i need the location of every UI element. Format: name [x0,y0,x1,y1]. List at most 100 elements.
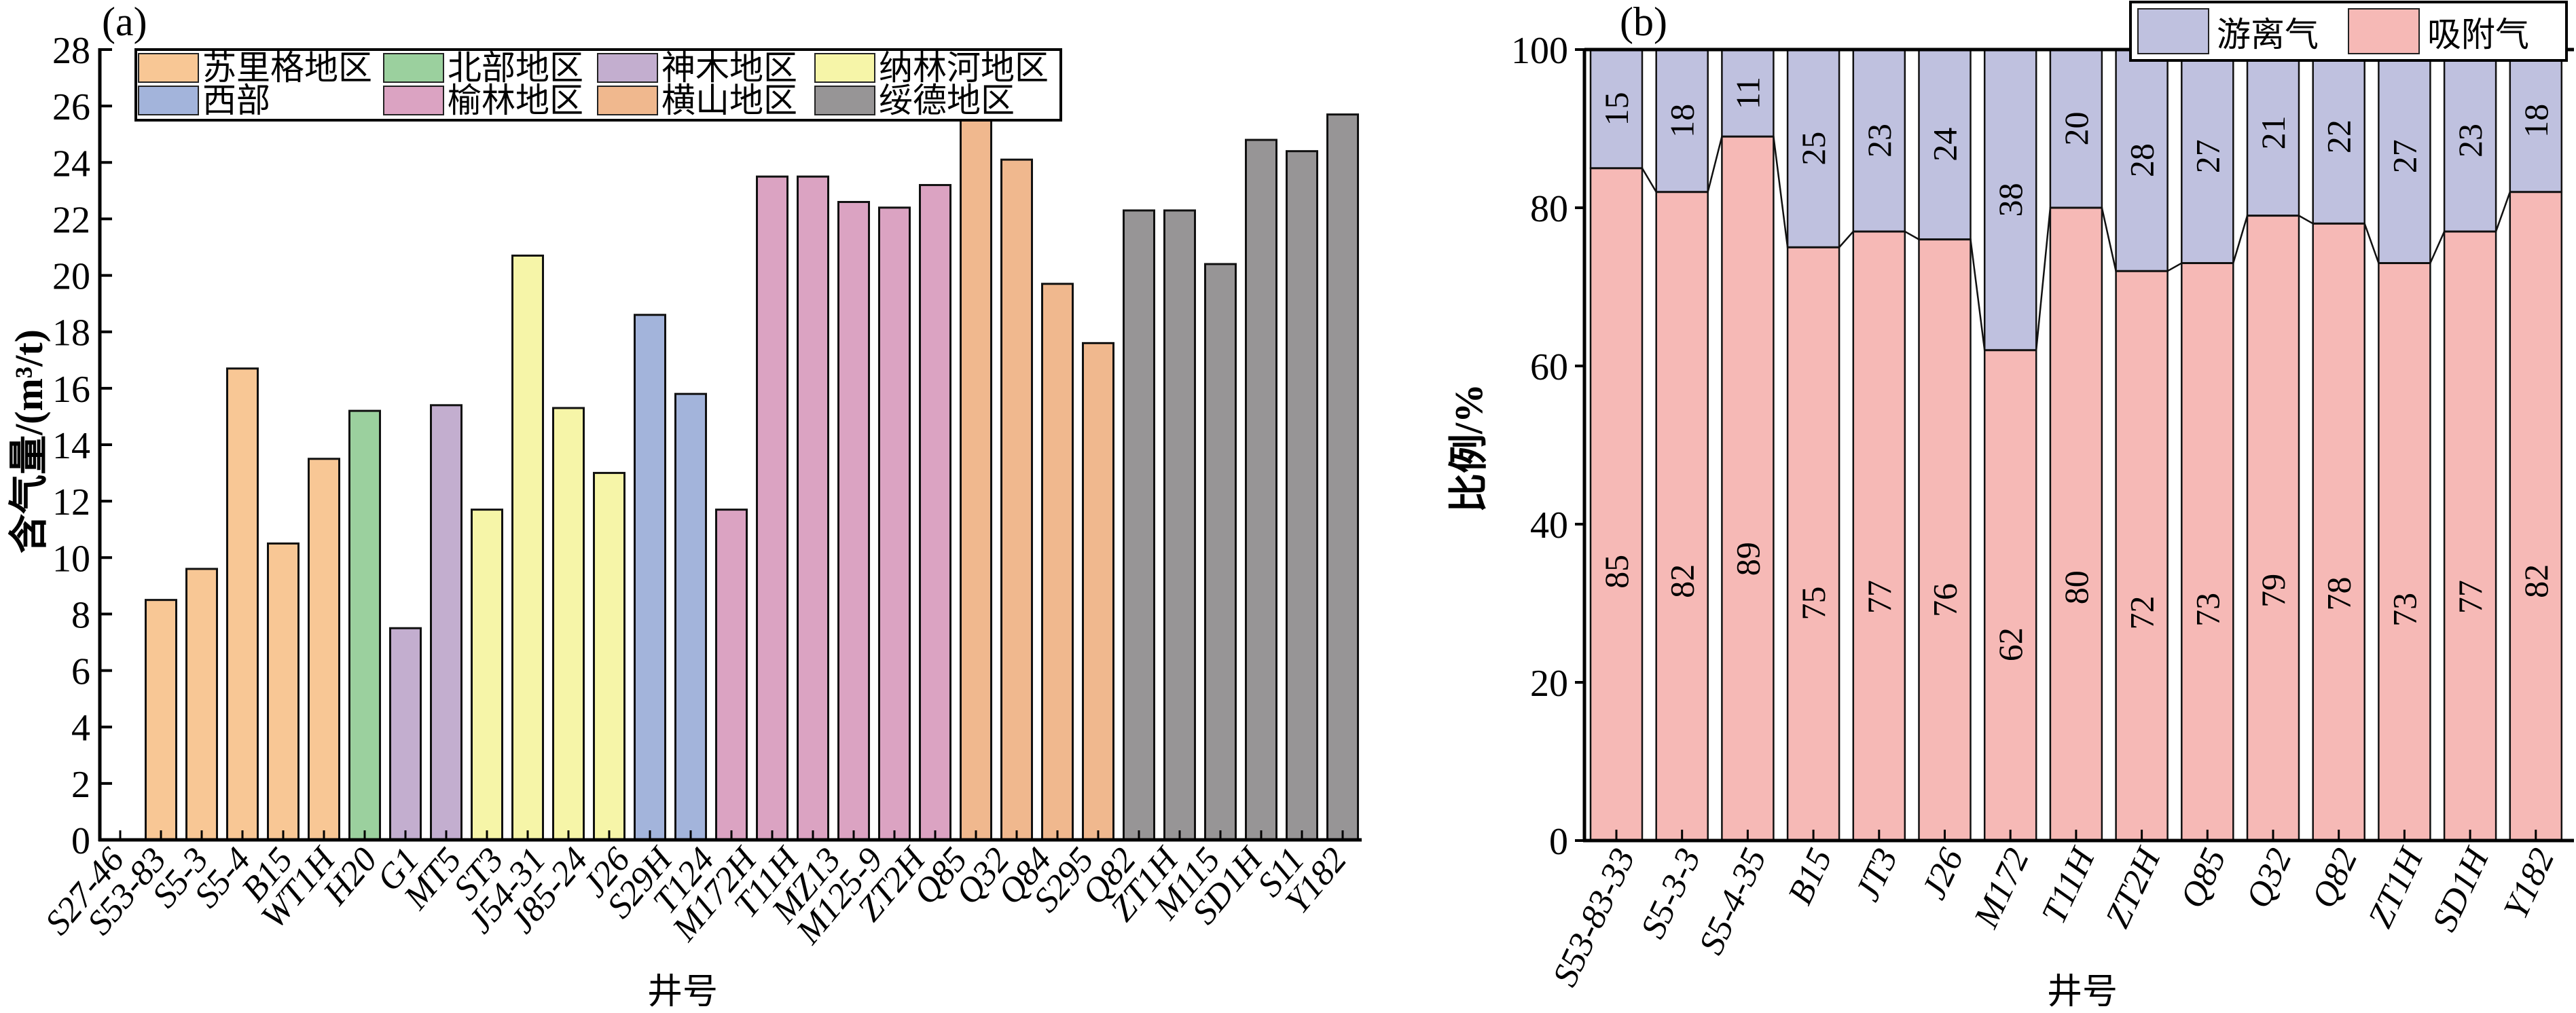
data-label-free: 18 [2517,104,2555,138]
data-label-free: 25 [1794,132,1832,166]
chart-b-legend: 游离气 吸附气 [2129,1,2568,62]
legend-label: 游离气 [2217,16,2319,54]
bar-segment-adsorbed [2246,215,2300,842]
bar-segment-adsorbed [2181,262,2234,842]
connector-line [1904,230,1920,240]
legend-label: 神木地区 [661,49,797,87]
bar [797,175,829,841]
bar-segment-adsorbed [1655,191,1709,842]
chart-b-y-axis-title: 比例/% [1447,384,1491,513]
x-tick-label: J26 [1915,843,1971,905]
y-tick-label: 40 [1530,504,1568,547]
data-label-adsorbed: 73 [2188,593,2226,627]
connector-line [2035,207,2052,350]
data-label-adsorbed: 73 [2385,593,2423,627]
bar [308,458,340,841]
bar [756,175,788,841]
data-label-adsorbed: 75 [1794,587,1832,621]
data-label-free: 22 [2320,119,2358,153]
bar [674,392,707,841]
data-label-free: 27 [2188,139,2226,173]
y-tick-label: 6 [71,651,90,693]
bar [430,404,462,841]
x-tick-label: S5-3-3 [1633,843,1708,944]
legend-swatch [138,53,199,83]
bar-segment-adsorbed [2115,270,2169,842]
bar-segment-adsorbed [2049,206,2103,842]
connector-line [1641,168,1657,193]
chart-a-x-ticks: S27-46S53-83S5-3S5-4B15WT1HH20G1MT5ST3J5… [38,830,1354,952]
connector-line [2232,215,2249,263]
legend-swatch [814,86,875,115]
y-tick-label: 20 [52,256,90,298]
bar [471,509,503,841]
data-label-free: 24 [1926,128,1964,162]
bar-segment-free [1852,48,1906,233]
data-label-free: 21 [2254,115,2292,149]
bar-segment-adsorbed [2312,223,2365,842]
x-tick-label: Q82 [2304,843,2365,914]
y-tick-label: 26 [52,86,90,128]
x-tick-label: Y182 [2497,843,2562,925]
data-label-free: 38 [1991,183,2029,217]
chart-b-x-axis-title: 井号 [2047,973,2118,1012]
legend-swatch [383,53,444,83]
bar-segment-free [2443,48,2497,233]
bar-segment-adsorbed [2378,262,2431,842]
legend-label: 横山地区 [661,81,797,119]
bar [1163,209,1196,841]
legend-swatch [2348,8,2420,54]
y-tick-label: 20 [1530,663,1568,705]
legend-label: 绥德地区 [879,81,1015,119]
y-tick-label: 80 [1530,188,1568,230]
data-label-adsorbed: 79 [2254,574,2292,608]
bar-segment-free [1655,48,1709,193]
connector-line [2298,215,2314,225]
x-tick-label: B15 [1781,843,1840,910]
bar-segment-adsorbed [1721,135,1775,842]
chart-b-y-ticks: 0 20 40 60 80 100 [1511,30,1584,863]
data-label-free: 15 [1597,92,1635,126]
y-tick-label: 0 [1549,821,1568,863]
bar [878,206,911,841]
bar-segment-free [2181,48,2234,264]
legend-swatch [597,86,658,115]
y-tick-label: 14 [52,425,90,467]
data-label-adsorbed: 80 [2057,570,2095,604]
connector-line [1707,136,1723,193]
bar [960,105,992,841]
bar [185,568,218,841]
bar [1123,209,1155,841]
x-tick-label: ZT2H [2099,841,2169,934]
connector-line [1838,231,1854,248]
x-tick-label: ZT1H [2361,841,2431,934]
bar-segment-adsorbed [1852,230,1906,842]
bar [837,200,870,841]
connector-line [2429,231,2446,264]
x-tick-label: JT3 [1848,843,1906,907]
bar-segment-free [2115,48,2169,272]
data-label-adsorbed: 89 [1728,542,1766,576]
bar [634,314,666,841]
bar [267,542,300,841]
panel-b-tag: (b) [1620,0,1667,44]
data-label-adsorbed: 77 [1860,580,1898,614]
legend-swatch [2137,8,2209,54]
x-tick-label: Q32 [2238,843,2300,914]
chart-a-bars [145,105,1359,841]
data-label-free: 28 [2123,143,2161,177]
legend-swatch [138,86,199,115]
data-label-free: 27 [2385,139,2423,173]
bar-segment-adsorbed [1918,238,1972,842]
bar [226,367,259,841]
bar [1204,263,1237,841]
bar [1286,150,1318,841]
bar [593,472,625,841]
data-label-adsorbed: 72 [2123,595,2161,629]
data-label-adsorbed: 85 [1597,555,1635,589]
bar [552,407,585,841]
